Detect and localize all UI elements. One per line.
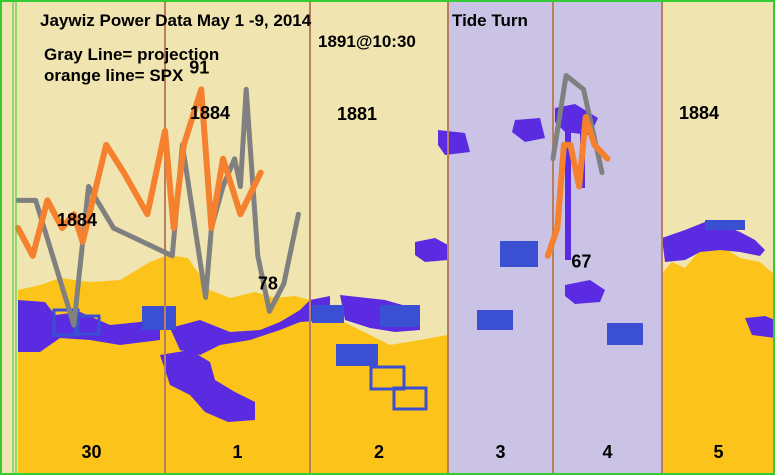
level-label: 1884 bbox=[679, 103, 719, 123]
level-label: 1884 bbox=[190, 103, 230, 123]
blob bbox=[512, 118, 545, 142]
x-tick-label: 30 bbox=[81, 442, 101, 462]
blob bbox=[745, 316, 775, 338]
blob bbox=[170, 296, 330, 355]
outline-box bbox=[52, 308, 80, 337]
solid-box bbox=[142, 306, 176, 330]
box-layer bbox=[52, 220, 745, 411]
x-tick-label: 1 bbox=[232, 442, 242, 462]
series-layer bbox=[15, 72, 611, 328]
solid-box bbox=[500, 241, 538, 267]
level-label: 1884 bbox=[57, 210, 97, 230]
top-note: 1891@10:30 bbox=[318, 32, 416, 51]
blob bbox=[18, 300, 160, 352]
x-tick-label: 5 bbox=[713, 442, 723, 462]
solid-box bbox=[336, 344, 378, 366]
x-axis-ticks: 30 1 2 3 4 5 bbox=[81, 442, 723, 462]
solid-box bbox=[312, 305, 344, 323]
level-label: 1881 bbox=[337, 104, 377, 124]
outline-box bbox=[369, 365, 406, 391]
outline-box bbox=[392, 386, 428, 411]
orange-area-left bbox=[18, 255, 447, 475]
power-area-layer bbox=[18, 245, 775, 475]
solid-box bbox=[607, 323, 643, 345]
orange-area-right bbox=[663, 245, 775, 475]
value-label: 78 bbox=[258, 274, 278, 294]
tide-turn-label: Tide Turn bbox=[452, 11, 528, 30]
blob bbox=[565, 280, 605, 304]
solid-box bbox=[705, 220, 745, 230]
x-tick-label: 2 bbox=[374, 442, 384, 462]
legend-spx: orange line= SPX bbox=[44, 66, 184, 85]
x-tick-label: 3 bbox=[495, 442, 505, 462]
x-tick-label: 4 bbox=[602, 442, 612, 462]
blob bbox=[160, 350, 255, 422]
value-label: 91 bbox=[189, 57, 209, 77]
value-label: 67 bbox=[571, 252, 591, 272]
legend-projection: Gray Line= projection bbox=[44, 45, 219, 64]
spx-line-segment-2 bbox=[544, 114, 611, 259]
blob bbox=[438, 130, 470, 155]
blob bbox=[415, 238, 448, 262]
blob bbox=[662, 222, 765, 262]
solid-box bbox=[477, 310, 513, 330]
chart-frame-inner bbox=[12, 0, 17, 475]
thin-bar bbox=[565, 120, 571, 260]
highlight-panel-3 bbox=[448, 0, 553, 475]
solid-box bbox=[380, 305, 420, 327]
value-labels: 91 78 67 bbox=[189, 57, 591, 293]
chart-title: Jaywiz Power Data May 1 -9, 2014 bbox=[40, 11, 312, 30]
